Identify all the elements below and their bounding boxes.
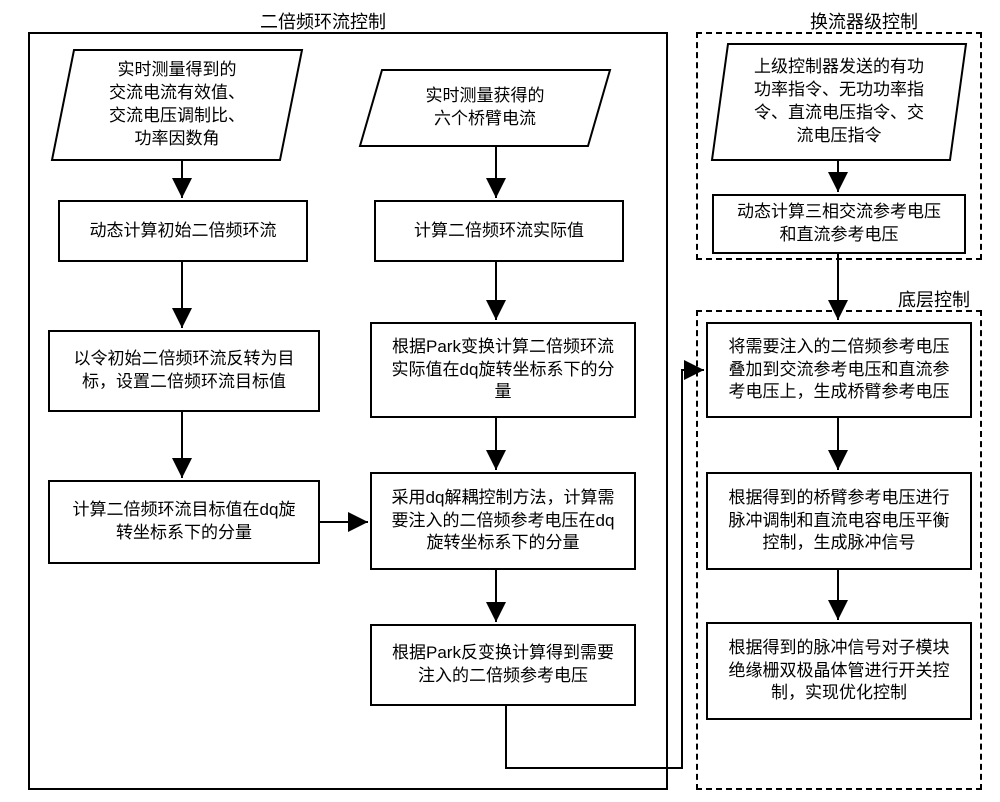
node-p1-text: 实时测量得到的 交流电流有效值、 交流电压调制比、 功率因数角 xyxy=(109,59,245,151)
node-r4-text: 以令初始二倍频环流反转为目 标，设置二倍频环流目标值 xyxy=(74,348,295,394)
node-r2: 计算二倍频环流实际值 xyxy=(374,200,624,262)
node-r8: 采用dq解耦控制方法，计算需 要注入的二倍频参考电压在dq 旋转坐标系下的分量 xyxy=(370,472,636,570)
node-p3-text: 上级控制器发送的有功 功率指令、无功功率指 令、直流电压指令、交 流电压指令 xyxy=(754,56,924,148)
node-r9: 根据得到的桥臂参考电压进行 脉冲调制和直流电容电压平衡 控制，生成脉冲信号 xyxy=(706,472,972,570)
node-r7-text: 计算二倍频环流目标值在dq旋 转坐标系下的分量 xyxy=(73,499,296,545)
node-p2-text: 实时测量获得的 六个桥臂电流 xyxy=(426,85,545,131)
node-r1: 动态计算初始二倍频环流 xyxy=(58,200,308,262)
group-title-dualfreq: 二倍频环流控制 xyxy=(260,8,386,34)
node-r11: 根据得到的脉冲信号对子模块 绝缘栅双极晶体管进行开关控 制，实现优化控制 xyxy=(706,622,972,720)
group-title-converter: 换流器级控制 xyxy=(810,8,918,34)
group-title-bottom: 底层控制 xyxy=(898,286,970,312)
node-r11-text: 根据得到的脉冲信号对子模块 绝缘栅双极晶体管进行开关控 制，实现优化控制 xyxy=(729,637,950,706)
node-r10: 根据Park反变换计算得到需要 注入的二倍频参考电压 xyxy=(370,624,636,706)
node-r2-text: 计算二倍频环流实际值 xyxy=(414,220,584,243)
node-p1: 实时测量得到的 交流电流有效值、 交流电压调制比、 功率因数角 xyxy=(52,50,302,160)
node-r10-text: 根据Park反变换计算得到需要 注入的二倍频参考电压 xyxy=(392,642,614,688)
diagram-root: 二倍频环流控制 换流器级控制 底层控制 实时测量得到的 交流电流有效值、 交 xyxy=(0,0,1000,802)
node-r8-text: 采用dq解耦控制方法，计算需 要注入的二倍频参考电压在dq 旋转坐标系下的分量 xyxy=(392,487,615,556)
node-r6: 将需要注入的二倍频参考电压 叠加到交流参考电压和直流参 考电压上，生成桥臂参考电… xyxy=(706,322,972,418)
node-r1-text: 动态计算初始二倍频环流 xyxy=(90,220,277,243)
node-r3: 动态计算三相交流参考电压 和直流参考电压 xyxy=(712,194,966,254)
node-r9-text: 根据得到的桥臂参考电压进行 脉冲调制和直流电容电压平衡 控制，生成脉冲信号 xyxy=(729,487,950,556)
node-r5: 根据Park变换计算二倍频环流 实际值在dq旋转坐标系下的分 量 xyxy=(370,322,636,418)
node-p2: 实时测量获得的 六个桥臂电流 xyxy=(360,70,610,146)
node-r4: 以令初始二倍频环流反转为目 标，设置二倍频环流目标值 xyxy=(48,330,320,412)
node-r3-text: 动态计算三相交流参考电压 和直流参考电压 xyxy=(737,201,941,247)
node-r6-text: 将需要注入的二倍频参考电压 叠加到交流参考电压和直流参 考电压上，生成桥臂参考电… xyxy=(729,336,950,405)
node-r5-text: 根据Park变换计算二倍频环流 实际值在dq旋转坐标系下的分 量 xyxy=(392,336,615,405)
node-p3: 上级控制器发送的有功 功率指令、无功功率指 令、直流电压指令、交 流电压指令 xyxy=(712,44,966,160)
node-r7: 计算二倍频环流目标值在dq旋 转坐标系下的分量 xyxy=(48,480,320,564)
